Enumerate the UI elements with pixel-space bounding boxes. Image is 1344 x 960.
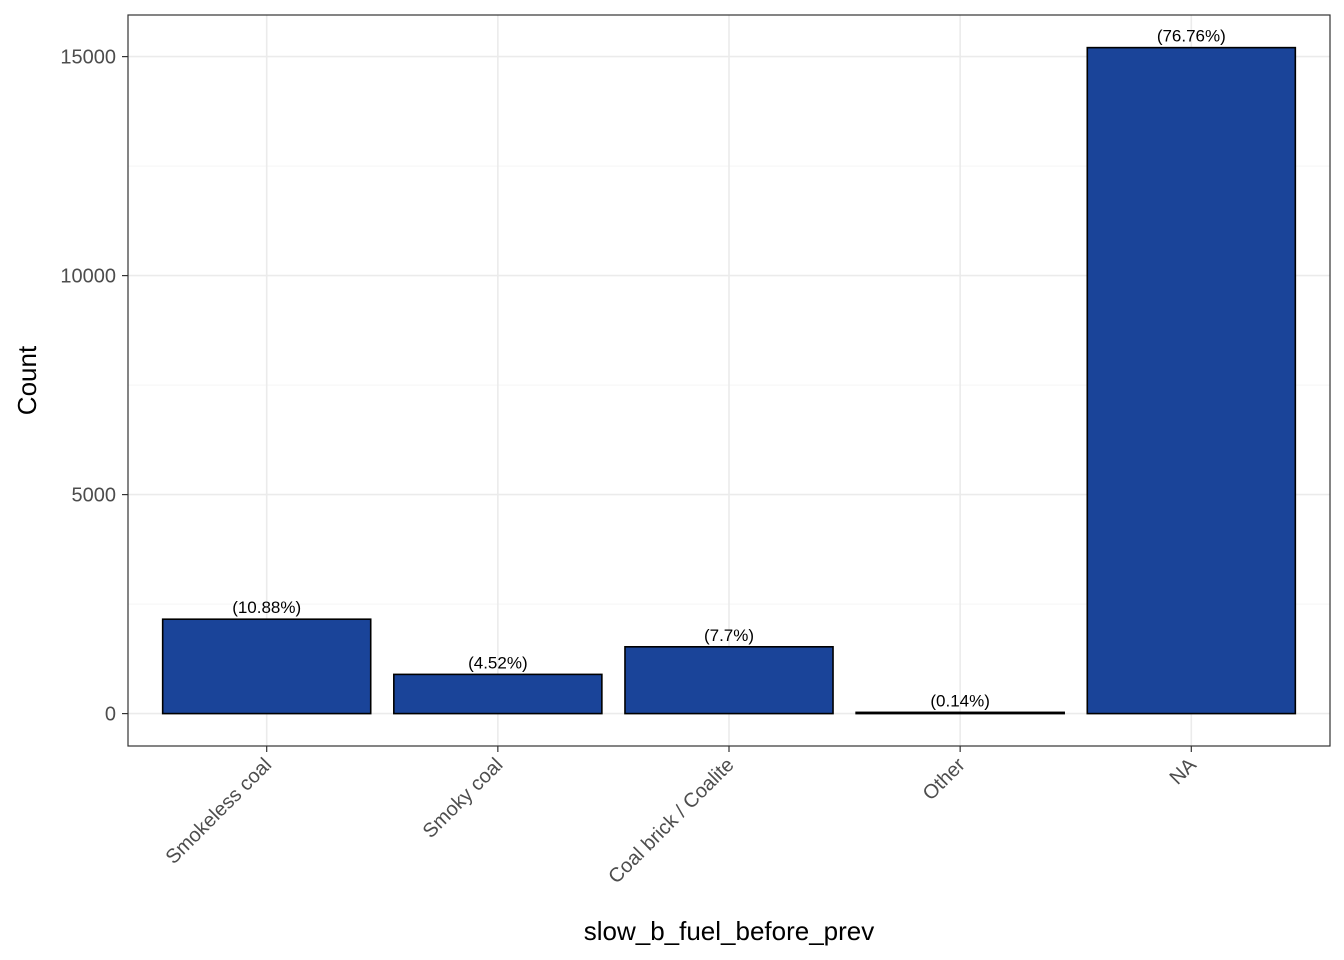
grid-lines bbox=[128, 15, 1330, 746]
bar-data-label: (4.52%) bbox=[468, 653, 528, 672]
bar bbox=[393, 673, 603, 715]
bar-data-label: (0.14%) bbox=[930, 691, 990, 710]
bar-data-label: (7.7%) bbox=[704, 626, 754, 645]
x-axis-title: slow_b_fuel_before_prev bbox=[584, 916, 875, 946]
bar bbox=[855, 711, 1065, 715]
bar-data-label: (76.76%) bbox=[1157, 27, 1226, 46]
y-tick-label: 15000 bbox=[60, 47, 116, 69]
y-tick-label: 5000 bbox=[72, 485, 117, 507]
bars bbox=[161, 46, 1297, 715]
y-tick-label: 0 bbox=[105, 704, 116, 726]
bar bbox=[1086, 46, 1297, 715]
y-tick-label: 10000 bbox=[60, 266, 116, 288]
y-axis: 0 5000 10000 15000 bbox=[60, 47, 128, 726]
bar bbox=[624, 645, 834, 715]
y-axis-title: Count bbox=[12, 345, 42, 415]
bar bbox=[161, 618, 372, 715]
bar-labels: (10.88%) (4.52%) (7.7%) (0.14%) (76.76%) bbox=[232, 27, 1226, 711]
bar-data-label: (10.88%) bbox=[232, 598, 301, 617]
